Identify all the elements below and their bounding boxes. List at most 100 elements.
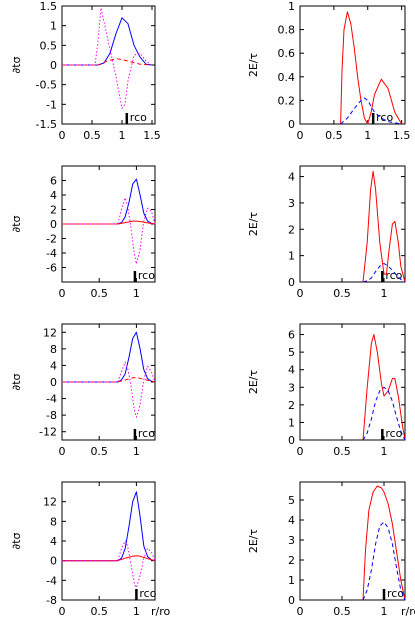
- x-tick-label: 1: [133, 287, 140, 300]
- series-line-red: [362, 334, 406, 441]
- y-axis-label: ∂tσ: [10, 373, 23, 390]
- plot-frame: [61, 481, 156, 601]
- y-tick-label: 3: [288, 381, 295, 394]
- plot-row2-right: 0 0.5 1 0 1 2 3 4 2E/τ rco: [247, 165, 406, 300]
- y-tick-label: 12: [43, 326, 57, 339]
- x-tick-label: 1: [133, 445, 140, 458]
- y-tick-label: 4: [50, 359, 57, 372]
- series-line-red: [362, 485, 406, 601]
- y-tick-label: -1: [46, 98, 57, 111]
- y-tick-label: 4: [50, 189, 57, 202]
- y-tick-label: 3: [288, 197, 295, 210]
- x-tick-label: 0: [59, 287, 66, 300]
- y-tick-label: 0: [288, 434, 295, 447]
- x-tick-label: 0.5: [333, 445, 351, 458]
- rco-label: rco: [387, 587, 404, 600]
- x-tick-label: 0: [297, 129, 304, 142]
- y-tick-label: 12: [43, 496, 57, 509]
- series-line-blue: [62, 17, 153, 66]
- y-tick-label: 6: [288, 329, 295, 342]
- plot-row1-left: 0 0.5 1 1.5 -1.5 -1 -0.5 0 0.5 1 1.5 ∂tσ rco: [10, 0, 161, 142]
- series-line-blue: [362, 263, 406, 283]
- y-tick-label: 2: [288, 554, 295, 567]
- y-tick-label: 2: [50, 204, 57, 217]
- plot-row3-left: 0 0.5 1 -12 -8 -4 0 4 8 12 ∂tσ rco: [10, 323, 156, 458]
- plot-row1-right: 0 0.5 1 1.5 0 0.2 0.4 0.6 0.8 1 2E/τ rco: [247, 0, 410, 142]
- y-axis-label: 2E/τ: [247, 211, 260, 236]
- series-line-blue: [362, 386, 406, 441]
- rco-label: rco: [385, 269, 402, 282]
- y-tick-label: -4: [46, 393, 57, 406]
- x-tick-label: 0: [59, 445, 66, 458]
- y-tick-label: 0: [288, 594, 295, 607]
- y-tick-label: 0: [50, 59, 57, 72]
- y-axis-label: ∂tσ: [10, 56, 23, 73]
- y-tick-label: 1: [288, 416, 295, 429]
- x-tick-label: 0.5: [333, 287, 351, 300]
- y-tick-label: 3: [288, 534, 295, 547]
- x-tick-label: 1: [381, 605, 388, 618]
- series-line-magenta: [62, 197, 156, 265]
- series-line-red: [62, 58, 153, 66]
- plot-row3-right: 0 0.5 1 0 1 2 3 4 5 6 2E/τ rco: [247, 323, 406, 458]
- series-line-red: [362, 170, 406, 283]
- y-tick-label: -4: [46, 574, 57, 587]
- plot-frame: [299, 165, 406, 283]
- x-tick-label: 0.5: [90, 445, 108, 458]
- rco-label: rco: [138, 269, 155, 282]
- y-tick-label: -2: [46, 233, 57, 246]
- y-tick-label: 0.4: [278, 71, 296, 84]
- y-axis-label: ∂tσ: [10, 532, 23, 549]
- y-tick-label: -8: [46, 409, 57, 422]
- y-tick-label: 0.8: [278, 24, 296, 37]
- series-line-blue: [340, 97, 402, 125]
- x-axis-label: r/ro: [151, 605, 171, 618]
- y-tick-label: 1: [50, 20, 57, 33]
- y-tick-label: 0: [288, 118, 295, 131]
- y-axis-label: ∂tσ: [10, 215, 23, 232]
- y-tick-label: 5: [288, 494, 295, 507]
- rco-label: rco: [138, 427, 155, 440]
- x-tick-label: 0: [297, 605, 304, 618]
- y-tick-label: 1: [288, 250, 295, 263]
- plot-row4-right: 0 0.5 1 0 1 2 3 4 5 2E/τ r/ro rco: [247, 481, 415, 618]
- y-axis-label: 2E/τ: [247, 369, 260, 394]
- y-tick-label: 6: [50, 175, 57, 188]
- series-line-magenta: [62, 7, 153, 109]
- series-line-red: [62, 220, 156, 225]
- y-tick-label: -4: [46, 247, 57, 260]
- series-line-blue: [62, 331, 156, 383]
- y-tick-label: 5: [288, 346, 295, 359]
- x-tick-label: 1: [381, 287, 388, 300]
- y-tick-label: 0: [50, 555, 57, 568]
- x-tick-label: 0: [59, 605, 66, 618]
- x-tick-label: 1: [133, 605, 140, 618]
- y-tick-label: 2: [288, 399, 295, 412]
- y-tick-label: 0: [50, 218, 57, 231]
- x-tick-label: 1: [381, 445, 388, 458]
- rco-label: rco: [385, 427, 402, 440]
- series-line-magenta: [62, 540, 156, 589]
- y-tick-label: 0: [50, 376, 57, 389]
- plot-row4-left: 0 0.5 1 -8 -4 0 4 8 12 ∂tσ r/ro rco: [10, 481, 171, 618]
- plot-frame: [299, 5, 406, 125]
- x-tick-label: 1.5: [143, 129, 161, 142]
- x-tick-label: 1: [119, 129, 126, 142]
- y-tick-label: 0.6: [278, 47, 296, 60]
- y-tick-label: 0.2: [278, 94, 296, 107]
- x-tick-label: 0.5: [333, 605, 351, 618]
- y-tick-label: 4: [288, 514, 295, 527]
- rco-label: rco: [130, 111, 147, 124]
- y-tick-label: 2: [288, 223, 295, 236]
- y-tick-label: 4: [50, 535, 57, 548]
- x-axis-label: r/ro: [401, 605, 415, 618]
- y-tick-label: 8: [50, 515, 57, 528]
- y-tick-label: 4: [288, 171, 295, 184]
- y-tick-label: 4: [288, 364, 295, 377]
- x-tick-label: 0: [59, 129, 66, 142]
- y-tick-label: -8: [46, 594, 57, 607]
- y-tick-label: -12: [39, 426, 57, 439]
- y-tick-label: -6: [46, 262, 57, 275]
